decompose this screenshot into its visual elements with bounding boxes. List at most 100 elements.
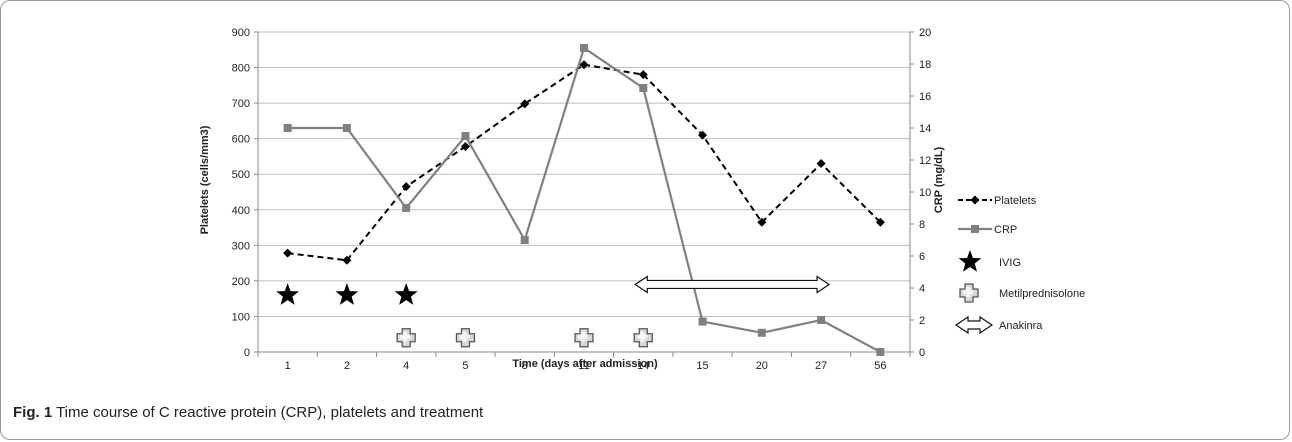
- right-tick-label: 0: [919, 347, 925, 359]
- left-tick-label: 0: [244, 347, 250, 359]
- x-tick-label: 2: [344, 360, 350, 372]
- data-point: [342, 124, 351, 132]
- x-axis-ticks: 1 2 4 5 8 11 14 15 20 27 56: [257, 352, 911, 372]
- legend-platelets-marker: [970, 195, 980, 205]
- left-tick-label: 200: [232, 276, 250, 288]
- grid: [258, 31, 910, 317]
- data-point: [580, 44, 588, 52]
- y-axis-title: Platelets (cells/mm3): [199, 125, 211, 234]
- data-point: [757, 328, 766, 337]
- left-tick-label: 300: [232, 240, 250, 252]
- right-tick-label: 2: [919, 315, 925, 327]
- x-tick-label: 27: [815, 360, 827, 372]
- legend-label: Anakinra: [999, 320, 1043, 332]
- series-platelets: [283, 60, 885, 265]
- x-tick-label: 56: [874, 360, 886, 372]
- metilprednisolone-cross-icon: [455, 328, 476, 348]
- figure-caption: Fig. 1 Time course of C reactive protein…: [13, 404, 483, 421]
- right-tick-label: 8: [919, 219, 925, 231]
- cross-highlight: [400, 331, 411, 342]
- right-tick-label: 16: [919, 91, 931, 103]
- x-tick-label: 11: [578, 360, 589, 372]
- x-tick-label: 20: [756, 360, 768, 372]
- data-point: [520, 236, 529, 244]
- data-point: [461, 132, 470, 140]
- legend-star-icon: [958, 250, 982, 272]
- anakinra-arrow-icon: [634, 275, 831, 294]
- metilprednisolone-cross-icon: [574, 328, 594, 348]
- data-point: [579, 60, 589, 70]
- data-point: [283, 124, 292, 132]
- x-tick-label: 15: [696, 360, 708, 372]
- x-axis-title: Time (days after admission): [512, 358, 658, 370]
- right-tick-label: 4: [919, 283, 925, 295]
- cross-highlight: [459, 331, 470, 342]
- right-tick-label: 14: [919, 123, 931, 135]
- data-point: [342, 255, 352, 265]
- data-point: [460, 141, 470, 151]
- legend-arrow-icon: [954, 315, 994, 335]
- series-layer: [283, 44, 885, 356]
- y2-axis-title: CRP (mg/dL): [933, 146, 945, 213]
- treatment-ivig: [276, 283, 418, 305]
- right-tick-label: 6: [919, 251, 925, 263]
- data-point: [816, 159, 826, 169]
- data-point: [698, 130, 708, 140]
- right-axis-ticks: 0 2 4 6 8 10 12 14 16 18 20: [910, 27, 931, 359]
- left-tick-label: 900: [232, 27, 250, 39]
- legend-crp-marker: [971, 225, 979, 233]
- left-tick-label: 600: [232, 134, 250, 146]
- cross-highlight: [963, 287, 973, 297]
- data-point: [698, 317, 707, 326]
- cross-highlight: [637, 331, 648, 342]
- left-tick-label: 100: [232, 311, 250, 323]
- left-axis-ticks: 0 100 200 300 400 500 600 700 800 900: [232, 27, 258, 359]
- data-point: [639, 84, 648, 92]
- data-point: [283, 248, 293, 258]
- ivig-star-icon: [335, 283, 359, 305]
- legend-label: IVIG: [999, 257, 1021, 269]
- metilprednisolone-cross-icon: [396, 328, 416, 348]
- right-tick-label: 20: [919, 27, 931, 39]
- data-point: [876, 348, 885, 356]
- legend: Platelets CRP IVIG Metilprednisolone Anakinr…: [954, 195, 1085, 335]
- left-tick-label: 400: [232, 205, 250, 217]
- legend-label: CRP: [994, 224, 1017, 236]
- series-line: [287, 46, 881, 353]
- caption-text: Time course of C reactive protein (CRP),…: [56, 404, 484, 421]
- treatments-layer: [276, 275, 831, 348]
- cross-highlight: [578, 331, 588, 342]
- x-tick-label: 14: [637, 360, 649, 372]
- data-point: [817, 316, 826, 324]
- ivig-star-icon: [394, 283, 418, 305]
- x-tick-label: 4: [403, 360, 409, 372]
- x-tick-label: 8: [522, 360, 528, 372]
- left-tick-label: 500: [232, 169, 250, 181]
- metilprednisolone-cross-icon: [633, 328, 653, 348]
- data-point: [401, 182, 411, 192]
- x-tick-label: 5: [462, 360, 468, 372]
- treatment-metilprednisolone: [396, 328, 653, 348]
- right-tick-label: 18: [919, 59, 931, 71]
- legend-label: Platelets: [994, 195, 1037, 207]
- right-tick-label: 10: [919, 187, 931, 199]
- left-tick-label: 700: [232, 98, 250, 110]
- right-tick-label: 12: [919, 155, 931, 167]
- treatment-anakinra: [634, 275, 831, 294]
- series-crp: [283, 44, 885, 356]
- data-point: [757, 217, 767, 227]
- left-tick-label: 800: [232, 63, 250, 75]
- data-point: [638, 70, 648, 80]
- data-point: [875, 217, 885, 227]
- series-line: [287, 63, 882, 262]
- ivig-star-icon: [276, 283, 300, 305]
- data-point: [402, 204, 411, 212]
- data-point: [520, 99, 530, 109]
- axes: [257, 32, 911, 353]
- legend-label: Metilprednisolone: [999, 288, 1085, 300]
- legend-cross-icon: [959, 283, 979, 303]
- x-tick-label: 1: [285, 360, 291, 372]
- caption-label: Fig. 1: [13, 404, 53, 421]
